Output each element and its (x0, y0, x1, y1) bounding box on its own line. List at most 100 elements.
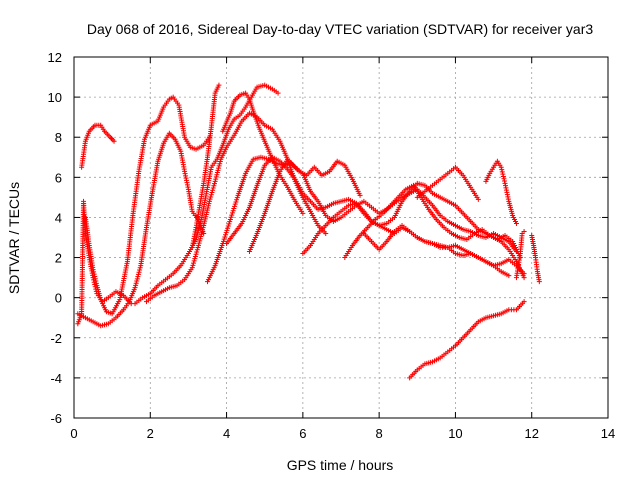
series-s5 (132, 82, 281, 307)
data-point (92, 273, 98, 279)
data-point (135, 274, 141, 280)
data-point (208, 194, 214, 200)
x-tick-label: 0 (70, 426, 77, 441)
data-point (226, 221, 232, 227)
data-point (208, 192, 214, 198)
data-point (229, 210, 235, 216)
data-point (521, 299, 527, 305)
data-point (192, 253, 198, 259)
y-tick-label: -6 (50, 411, 62, 426)
data-point (498, 164, 504, 170)
data-point (214, 170, 220, 176)
data-point (190, 262, 196, 268)
data-point (220, 238, 226, 244)
data-point (202, 218, 208, 224)
data-point (198, 231, 204, 237)
series-s16 (483, 158, 519, 226)
data-point (217, 158, 223, 164)
data-point (198, 217, 204, 223)
data-point (501, 178, 507, 184)
data-point (323, 230, 329, 236)
data-point (202, 216, 208, 222)
data-point (499, 169, 505, 175)
data-point (191, 258, 197, 264)
data-point (224, 227, 230, 233)
data-point (212, 178, 218, 184)
data-point (91, 269, 97, 275)
data-point (275, 90, 281, 96)
data-point (500, 171, 506, 177)
x-tick-label: 10 (448, 426, 462, 441)
x-tick-label: 12 (524, 426, 538, 441)
y-tick-label: 2 (55, 251, 62, 266)
data-point (93, 280, 99, 286)
y-tick-label: 8 (55, 130, 62, 145)
data-point (196, 242, 202, 248)
data-point (233, 199, 239, 205)
data-point (199, 229, 205, 235)
data-point (193, 251, 199, 257)
chart-title: Day 068 of 2016, Sidereal Day-to-day VTE… (87, 21, 593, 37)
data-point (111, 138, 117, 144)
data-point (137, 265, 143, 271)
data-point (536, 279, 542, 285)
data-point (203, 212, 209, 218)
data-point (203, 214, 209, 220)
data-point (134, 278, 140, 284)
data-point (216, 165, 222, 171)
series-s19 (407, 299, 527, 381)
data-point (205, 205, 211, 211)
data-point (228, 214, 234, 220)
series-s4 (75, 130, 207, 329)
data-point (222, 234, 228, 240)
data-point (210, 187, 216, 193)
data-point (211, 183, 217, 189)
series-s18 (529, 232, 542, 285)
data-point (197, 221, 203, 227)
data-point (191, 260, 197, 266)
data-point (200, 225, 206, 231)
data-point (195, 230, 201, 236)
data-point (205, 203, 211, 209)
data-point (195, 245, 201, 251)
y-tick-label: -4 (50, 371, 62, 386)
data-point (211, 181, 217, 187)
data-point (201, 220, 207, 226)
data-point (230, 208, 236, 214)
data-point (500, 173, 506, 179)
series-s15 (414, 164, 481, 202)
series-s17 (513, 228, 527, 281)
series-s2 (79, 122, 117, 170)
data-point (227, 216, 233, 222)
x-axis-label: GPS time / hours (287, 457, 394, 473)
data-point (499, 167, 505, 173)
data-layer (75, 82, 542, 381)
data-point (195, 228, 201, 234)
data-point (357, 192, 363, 198)
data-point (213, 176, 219, 182)
data-point (521, 228, 527, 234)
data-point (210, 185, 216, 191)
data-point (194, 234, 200, 240)
data-point (229, 212, 235, 218)
x-tick-label: 4 (223, 426, 230, 441)
data-point (189, 265, 195, 271)
data-point (206, 198, 212, 204)
data-point (92, 276, 98, 282)
data-point (198, 233, 204, 239)
series-s3 (82, 94, 212, 317)
data-point (198, 219, 204, 225)
y-tick-label: 10 (48, 90, 62, 105)
data-point (194, 232, 200, 238)
data-point (209, 189, 215, 195)
data-point (133, 282, 139, 288)
data-point (133, 280, 139, 286)
x-tick-label: 8 (376, 426, 383, 441)
data-point (216, 163, 222, 169)
y-tick-label: 12 (48, 50, 62, 65)
data-point (137, 267, 143, 273)
data-point (227, 219, 233, 225)
data-point (215, 167, 221, 173)
